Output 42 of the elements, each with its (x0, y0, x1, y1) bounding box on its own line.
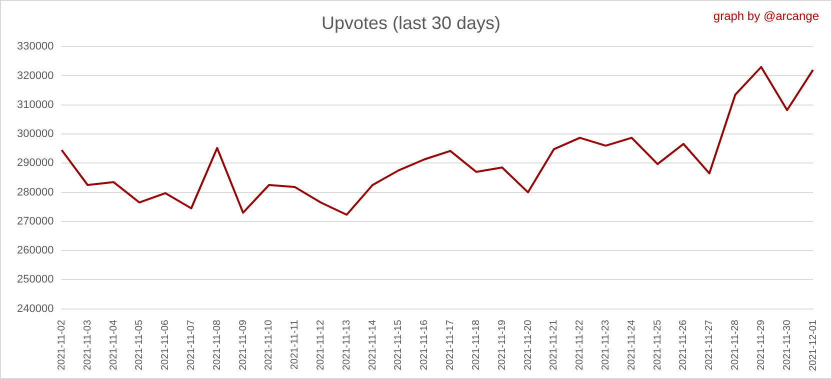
x-tick-label: 2021-11-30 (782, 319, 793, 370)
x-tick-label: 2021-11-12 (316, 319, 327, 370)
x-tick-label: 2021-11-23 (600, 319, 612, 370)
y-tick-label: 300000 (16, 128, 54, 140)
x-tick-label: 2021-11-27 (704, 319, 716, 370)
x-tick-label: 2021-11-18 (470, 319, 482, 370)
x-tick-label: 2021-11-26 (678, 319, 690, 370)
x-tick-label: 2021-12-01 (808, 319, 819, 372)
x-tick-label: 2021-11-05 (134, 319, 146, 370)
x-tick-label: 2021-11-21 (548, 319, 560, 370)
x-tick-label: 2021-11-08 (212, 319, 223, 370)
x-tick-label: 2021-11-17 (445, 319, 456, 370)
x-tick-label: 2021-11-19 (496, 319, 508, 370)
x-tick-label: 2021-11-14 (367, 319, 378, 370)
x-tick-label: 2021-11-15 (393, 319, 404, 370)
x-tick-label: 2021-11-25 (652, 319, 664, 370)
chart-title: Upvotes (last 30 days) (321, 12, 501, 33)
x-tick-label: 2021-11-07 (186, 319, 197, 370)
x-tick-label: 2021-11-13 (341, 319, 352, 370)
y-tick-label: 240000 (16, 302, 54, 315)
y-tick-label: 280000 (16, 186, 54, 198)
x-tick-label: 2021-11-11 (290, 319, 301, 370)
x-tick-label: 2021-11-09 (238, 319, 249, 370)
x-tick-label: 2021-11-29 (756, 319, 767, 370)
y-tick-label: 270000 (16, 215, 54, 228)
x-tick-label: 2021-11-28 (730, 319, 742, 370)
y-tick-label: 250000 (16, 274, 54, 286)
x-tick-label: 2021-11-10 (264, 319, 275, 370)
x-tick-label: 2021-11-22 (574, 319, 586, 370)
y-tick-label: 290000 (16, 157, 54, 170)
x-tick-label: 2021-11-02 (56, 319, 68, 370)
x-tick-label: 2021-11-16 (419, 319, 430, 370)
text: graph by @arcange (713, 9, 819, 23)
x-tick-label: 2021-11-04 (108, 319, 120, 370)
y-tick-label: 260000 (16, 244, 54, 257)
x-tick-label: 2021-11-06 (160, 319, 172, 370)
y-tick-label: 310000 (16, 98, 54, 111)
x-tick-label: 2021-11-20 (522, 319, 534, 370)
x-tick-label: 2021-11-24 (626, 319, 638, 370)
y-tick-label: 330000 (16, 40, 54, 53)
y-tick-label: 320000 (16, 70, 54, 82)
x-tick-label: 2021-11-03 (82, 319, 94, 370)
